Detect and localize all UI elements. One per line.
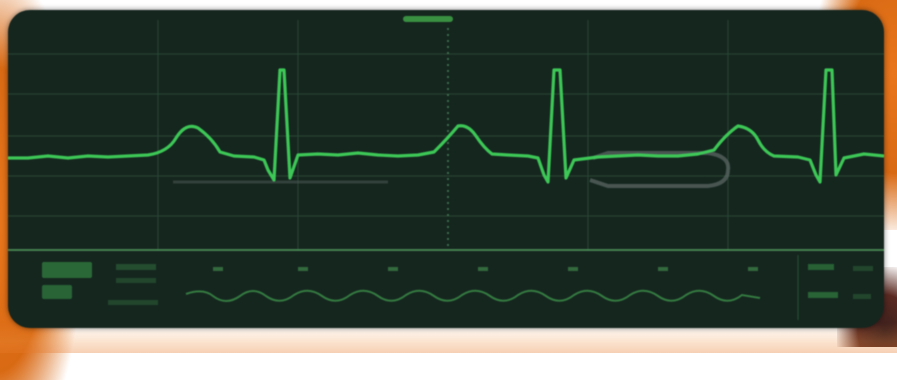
- left-readout-box-1: [42, 262, 92, 278]
- lower-panel-ticks: [213, 267, 758, 271]
- ecg-monitor-screen: [8, 10, 884, 328]
- secondary-waveform: [185, 289, 761, 302]
- left-readout-small-3: [108, 300, 158, 305]
- right-readout-small-1: [808, 264, 834, 270]
- right-readout-small-4: [853, 294, 871, 299]
- ecg-trace: [8, 68, 884, 184]
- ecg-display: [8, 20, 884, 320]
- annotation-bracket: [589, 151, 731, 188]
- left-readout-small-2: [116, 278, 156, 283]
- right-readout-small-3: [808, 292, 838, 298]
- left-readout-box-2: [42, 285, 72, 299]
- right-readout-small-2: [853, 266, 873, 271]
- grid: [8, 20, 884, 250]
- status-bar-icon: [403, 16, 453, 22]
- left-readout-small-1: [116, 264, 156, 270]
